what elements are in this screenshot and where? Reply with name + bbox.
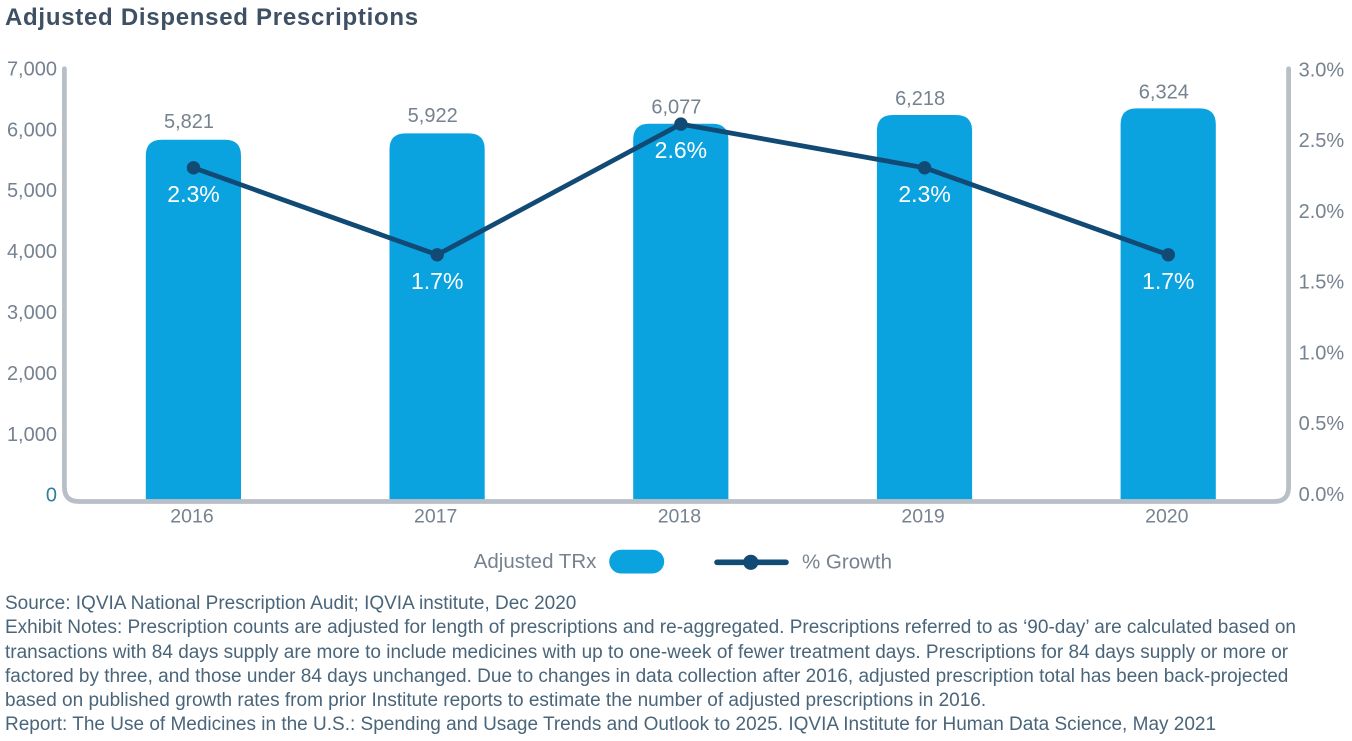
svg-text:2,000: 2,000	[7, 363, 57, 385]
svg-text:% Growth: % Growth	[802, 551, 892, 574]
svg-text:2.5%: 2.5%	[1299, 130, 1345, 152]
svg-text:5,821: 5,821	[164, 111, 214, 133]
svg-text:2018: 2018	[658, 505, 701, 527]
svg-text:2.3%: 2.3%	[898, 181, 950, 207]
svg-text:6,077: 6,077	[651, 96, 701, 118]
svg-text:0.5%: 0.5%	[1299, 413, 1345, 435]
svg-text:2.6%: 2.6%	[655, 137, 707, 163]
svg-text:2020: 2020	[1145, 505, 1189, 527]
svg-text:Adjusted TRx: Adjusted TRx	[474, 550, 597, 573]
svg-text:2016: 2016	[170, 505, 213, 527]
svg-text:6,218: 6,218	[895, 88, 945, 110]
svg-text:3.0%: 3.0%	[1299, 59, 1345, 81]
svg-text:2.3%: 2.3%	[167, 181, 219, 207]
svg-text:4,000: 4,000	[7, 241, 57, 263]
svg-text:0.0%: 0.0%	[1299, 484, 1345, 506]
svg-text:5,922: 5,922	[408, 105, 458, 127]
svg-text:2017: 2017	[414, 505, 457, 527]
svg-text:1.0%: 1.0%	[1299, 342, 1345, 364]
svg-text:5,000: 5,000	[7, 180, 57, 202]
svg-text:0: 0	[46, 485, 57, 507]
svg-text:1,000: 1,000	[7, 424, 57, 446]
svg-text:1.7%: 1.7%	[1142, 268, 1194, 294]
svg-text:6,000: 6,000	[7, 119, 57, 141]
svg-text:2019: 2019	[901, 505, 944, 527]
svg-text:1.7%: 1.7%	[411, 268, 463, 294]
svg-text:2.0%: 2.0%	[1299, 201, 1345, 223]
svg-text:1.5%: 1.5%	[1299, 272, 1345, 294]
svg-text:6,324: 6,324	[1139, 82, 1189, 104]
svg-text:7,000: 7,000	[7, 58, 57, 80]
svg-text:3,000: 3,000	[7, 302, 57, 324]
